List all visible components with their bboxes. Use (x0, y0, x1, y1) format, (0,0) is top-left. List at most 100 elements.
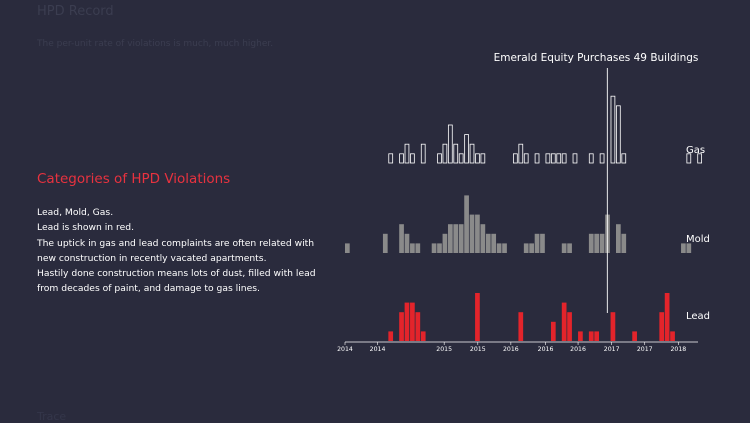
mold-bar (496, 243, 502, 253)
mold-bar (475, 214, 480, 253)
lead-bar (632, 331, 637, 341)
mold-bar (431, 243, 437, 253)
gas-bar (534, 153, 540, 164)
gas-bar (588, 153, 594, 164)
description-line: The uptick in gas and lead complaints ar… (37, 237, 315, 249)
gas-bar (399, 153, 404, 164)
section-title-faded: HPD Record (37, 4, 114, 19)
gas-bar (610, 95, 616, 164)
mold-bar (399, 224, 404, 253)
x-tick-label: 2016 (570, 346, 586, 353)
mold-bar (410, 243, 415, 253)
mold-bar (540, 233, 545, 253)
x-tick-label: 2017 (637, 346, 653, 353)
gas-bar (480, 153, 486, 164)
description-line: Lead is shown in red. (37, 222, 135, 234)
description: Lead, Mold, Gas. Lead is shown in red. T… (37, 205, 316, 297)
lead-bar (410, 302, 415, 341)
section-heading: Categories of HPD Violations (37, 171, 231, 187)
x-tick-label: 2017 (604, 346, 620, 353)
mold-bar (561, 243, 567, 253)
gas-bar (621, 153, 627, 164)
gas-bar (437, 153, 442, 164)
gas-bar (442, 143, 448, 164)
x-tick-label: 2016 (503, 346, 519, 353)
mold-bar (567, 243, 572, 253)
mold-bar (469, 214, 475, 253)
mold-bar (621, 233, 627, 253)
gas-bar (447, 124, 453, 164)
x-tick-label: 2016 (538, 346, 554, 353)
x-tick-label: 2014 (337, 346, 353, 353)
lead-bar (399, 312, 404, 341)
gas-bar (410, 153, 415, 164)
mold-bar (523, 243, 529, 253)
gas-bar (556, 153, 562, 164)
gas-bar (475, 153, 480, 164)
gas-bar (464, 134, 469, 164)
x-tick-label: 2018 (670, 346, 686, 353)
event-annotation: Emerald Equity Purchases 49 Buildings (494, 52, 699, 64)
lead-bar (578, 331, 583, 341)
lead-bar (664, 293, 670, 341)
mold-bar (447, 224, 453, 253)
mold-bar (442, 233, 448, 253)
section-subtitle-faded: The per-unit rate of violations is much,… (37, 39, 274, 49)
gas-bar (518, 143, 524, 164)
gas-bar (388, 153, 394, 164)
gas-bar (420, 143, 426, 164)
lead-bar (404, 302, 410, 341)
mold-bar (686, 243, 692, 253)
lead-bar (420, 331, 426, 341)
mold-bar (534, 233, 540, 253)
mold-bar (681, 243, 686, 253)
mold-bar (594, 233, 600, 253)
gas-bar (561, 153, 567, 164)
mold-bar (437, 243, 442, 253)
lead-bar (567, 312, 572, 341)
gas-bar (523, 153, 529, 164)
gas-bar (572, 153, 578, 164)
mold-bar (415, 243, 421, 253)
mold-bar (529, 243, 534, 253)
gas-bar (545, 153, 551, 164)
mold-bar (485, 233, 491, 253)
gas-bar (469, 143, 475, 164)
mold-bar (382, 233, 388, 253)
mold-bar (588, 233, 594, 253)
next-section-title-faded: Trace (37, 410, 67, 423)
mold-bar (464, 195, 469, 253)
mold-bar (599, 233, 605, 253)
mold-bar (480, 224, 486, 253)
x-tick-label: 2015 (436, 346, 452, 353)
mold-bar (502, 243, 507, 253)
gas-bar (697, 153, 703, 164)
lead-bar (588, 331, 594, 341)
lead-bar (561, 302, 567, 341)
gas-row-label: Gas (686, 145, 705, 156)
x-tick-label: 2015 (470, 346, 486, 353)
lead-bar (550, 321, 556, 341)
lead-bar (518, 312, 524, 341)
mold-bar (404, 233, 410, 253)
lead-bar (670, 331, 675, 341)
gas-bar (513, 153, 518, 164)
mold-bar (491, 233, 497, 253)
lead-bar (659, 312, 665, 341)
mold-bar (345, 243, 350, 253)
gas-bar (458, 153, 464, 164)
x-tick-label: 2014 (370, 346, 386, 353)
mold-bar (458, 224, 464, 253)
lead-bar (415, 312, 421, 341)
gas-bar (550, 153, 556, 164)
lead-bar (388, 331, 394, 341)
lead-bar (610, 312, 616, 341)
description-line: from decades of paint, and damage to gas… (37, 283, 260, 295)
lead-row-label: Lead (686, 311, 710, 322)
mold-bar (453, 224, 459, 253)
gas-bar (686, 153, 692, 164)
gas-bar (616, 105, 621, 164)
mold-bar (616, 224, 621, 253)
gas-bar (404, 143, 410, 164)
